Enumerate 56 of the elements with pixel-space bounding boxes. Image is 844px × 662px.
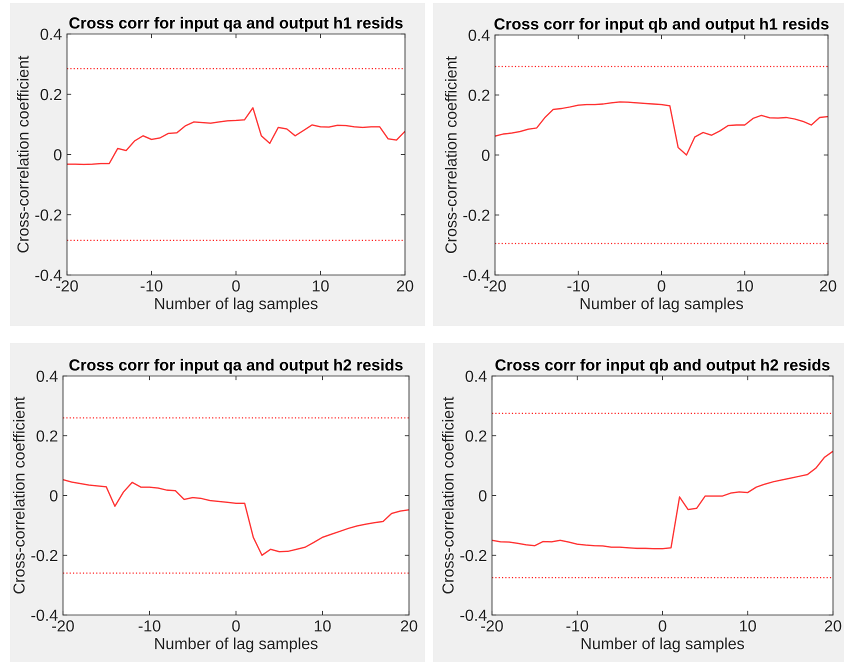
chart-title: Cross corr for input qa and output h1 resids bbox=[69, 16, 403, 32]
y-tick-label: 0.2 bbox=[36, 430, 58, 442]
x-tick-label: -20 bbox=[56, 280, 78, 292]
x-tick-label: 10 bbox=[312, 280, 329, 292]
x-tick-label: 20 bbox=[400, 620, 418, 632]
x-tick-label: 20 bbox=[820, 280, 836, 292]
y-tick-label: 0.2 bbox=[40, 88, 62, 100]
chart-title: Cross corr for input qa and output h2 resids bbox=[69, 358, 403, 374]
chart-title: Cross corr for input qb and output h1 resids bbox=[494, 18, 829, 33]
y-tick-label: 0 bbox=[482, 150, 490, 161]
x-tick-label: -10 bbox=[140, 280, 162, 292]
line-series bbox=[495, 101, 828, 156]
y-tick-label: -0.2 bbox=[31, 550, 58, 562]
chart-title: Cross corr for input qb and output h2 resids bbox=[495, 358, 830, 374]
x-axis-title: Number of lag samples bbox=[155, 638, 318, 652]
line-series bbox=[67, 107, 405, 166]
x-tick-label: -10 bbox=[138, 620, 160, 632]
y-tick-label: -0.4 bbox=[31, 610, 58, 621]
y-tick-label: -0.2 bbox=[35, 209, 62, 221]
x-tick-label: 10 bbox=[740, 620, 756, 632]
x-axis-title: Number of lag samples bbox=[582, 638, 744, 652]
x-axis-title: Number of lag samples bbox=[580, 298, 744, 312]
y-tick-label: -0.4 bbox=[460, 610, 487, 621]
y-tick-label: 0.4 bbox=[40, 28, 62, 40]
y-tick-label: -0.4 bbox=[463, 270, 490, 281]
y-tick-label: -0.4 bbox=[35, 270, 62, 281]
x-tick-label: -20 bbox=[484, 280, 506, 292]
y-tick-label: 0 bbox=[478, 490, 487, 502]
x-tick-label: 0 bbox=[232, 280, 240, 292]
y-tick-label: 0.2 bbox=[468, 90, 490, 101]
x-tick-label: -20 bbox=[481, 620, 503, 632]
x-tick-label: -10 bbox=[567, 280, 590, 292]
x-tick-label: -10 bbox=[566, 620, 588, 632]
x-tick-label: 0 bbox=[658, 620, 666, 632]
x-tick-label: 10 bbox=[737, 280, 754, 292]
y-tick-label: 0.4 bbox=[36, 370, 58, 382]
line-series bbox=[63, 478, 409, 556]
x-tick-label: 0 bbox=[658, 280, 666, 292]
x-tick-label: -20 bbox=[52, 620, 74, 632]
x-tick-label: 10 bbox=[314, 620, 331, 632]
y-tick-label: 0 bbox=[54, 149, 62, 160]
x-tick-label: 0 bbox=[232, 620, 240, 632]
line-series bbox=[492, 450, 833, 550]
x-axis-title: Number of lag samples bbox=[155, 298, 318, 312]
x-tick-label: 20 bbox=[396, 280, 414, 292]
y-tick-label: 0 bbox=[50, 490, 58, 502]
y-axis-title: Cross-correlation coefficient bbox=[444, 56, 457, 254]
y-axis-title: Cross-correlation coefficient bbox=[12, 396, 25, 594]
y-tick-label: 0.2 bbox=[466, 430, 486, 442]
y-axis-title: Cross-correlation coefficient bbox=[442, 396, 454, 594]
y-tick-label: 0.4 bbox=[468, 30, 490, 41]
y-axis-title: Cross-correlation coefficient bbox=[16, 56, 29, 253]
y-tick-label: -0.2 bbox=[460, 550, 486, 562]
y-tick-label: -0.2 bbox=[463, 210, 490, 221]
y-tick-label: 0.4 bbox=[466, 370, 487, 382]
x-tick-label: 20 bbox=[824, 620, 842, 632]
